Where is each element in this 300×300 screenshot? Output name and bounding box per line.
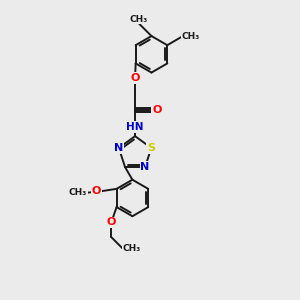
Text: CH₃: CH₃ bbox=[182, 32, 200, 41]
Text: N: N bbox=[140, 162, 150, 172]
Text: CH₃: CH₃ bbox=[69, 188, 87, 197]
Text: O: O bbox=[106, 218, 116, 227]
Text: N: N bbox=[114, 143, 124, 153]
Text: O: O bbox=[130, 73, 140, 83]
Text: O: O bbox=[152, 105, 161, 115]
Text: CH₃: CH₃ bbox=[122, 244, 141, 253]
Text: HN: HN bbox=[126, 122, 144, 132]
Text: O: O bbox=[92, 186, 101, 196]
Text: CH₃: CH₃ bbox=[130, 15, 148, 24]
Text: S: S bbox=[147, 143, 155, 153]
